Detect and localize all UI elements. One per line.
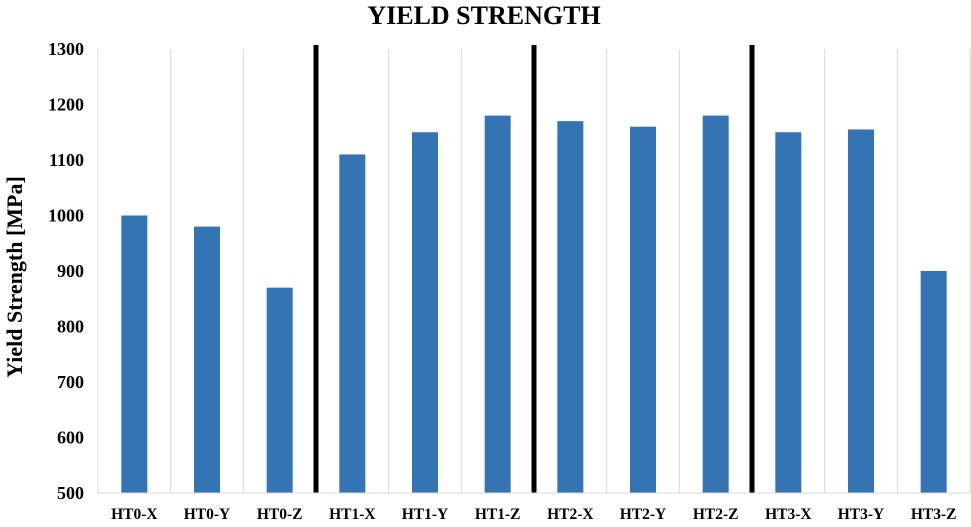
- y-axis-label: Yield Strength [MPa]: [2, 176, 27, 378]
- bar-ht3-y: [848, 129, 874, 493]
- bar-ht1-x: [339, 154, 366, 493]
- x-tick-label: HT0-X: [111, 506, 158, 523]
- y-tick-label: 1000: [48, 206, 84, 226]
- y-tick-labels: 500 600 700 800 900 1000 1100 1200 1300: [48, 39, 84, 503]
- bar-ht0-x: [121, 215, 148, 493]
- x-tick-label: HT2-X: [547, 506, 594, 523]
- x-tick-label: HT1-X: [329, 506, 376, 523]
- x-tick-label: HT3-Z: [911, 506, 957, 523]
- y-tick-label: 600: [57, 428, 84, 448]
- y-tick-label: 500: [57, 483, 84, 503]
- bar-ht1-z: [484, 115, 511, 493]
- y-tick-label: 1100: [49, 150, 84, 170]
- x-tick-label: HT0-Y: [184, 506, 231, 523]
- bar-ht0-z: [266, 287, 293, 493]
- x-tick-label: HT2-Z: [693, 506, 739, 523]
- x-tick-label: HT1-Z: [475, 506, 521, 523]
- y-tick-label: 900: [57, 261, 84, 281]
- x-tick-label: HT3-X: [765, 506, 812, 523]
- y-tick-label: 1200: [48, 95, 84, 115]
- chart-title: YIELD STRENGTH: [367, 1, 600, 30]
- x-tick-label: HT0-Z: [257, 506, 303, 523]
- y-tick-label: 800: [57, 317, 84, 337]
- bars: [121, 115, 947, 494]
- bar-ht2-x: [557, 121, 584, 494]
- bar-ht3-z: [920, 271, 947, 493]
- bar-ht0-y: [194, 226, 220, 493]
- x-tick-label: HT2-Y: [620, 506, 667, 523]
- y-tick-label: 700: [57, 372, 84, 392]
- x-tick-label: HT3-Y: [838, 506, 885, 523]
- group-separators: [313, 45, 755, 493]
- bar-ht2-y: [630, 126, 656, 493]
- bar-ht2-z: [702, 115, 729, 493]
- bar-ht1-y: [412, 132, 438, 493]
- y-tick-label: 1300: [48, 39, 84, 59]
- x-tick-label: HT1-Y: [402, 506, 449, 523]
- bar-ht3-x: [775, 132, 802, 493]
- x-tick-labels: HT0-X HT0-Y HT0-Z HT1-X HT1-Y HT1-Z HT2-X HT2-Y…: [111, 506, 956, 523]
